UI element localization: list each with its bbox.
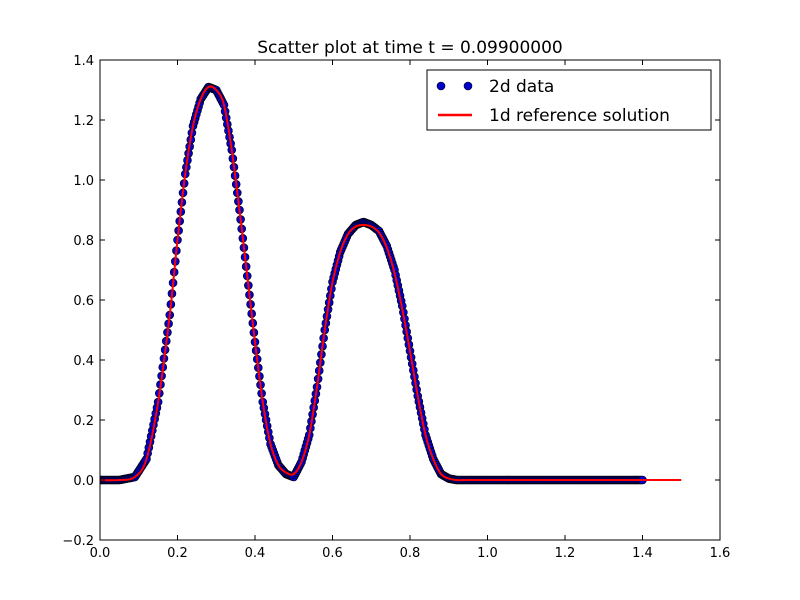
y-tick-label: −0.2	[62, 534, 94, 549]
legend-box	[426, 69, 712, 131]
x-tick-label: 1.2	[555, 546, 576, 561]
x-tick-label: 1.6	[710, 546, 731, 561]
y-axis: −0.2 0.0 0.2 0.4 0.6 0.8 1.0 1.2 1.4	[62, 54, 720, 549]
y-tick-label: 1.2	[73, 114, 94, 129]
x-tick-label: 0.4	[245, 546, 266, 561]
plot-area	[99, 59, 721, 541]
x-tick-label: 0.6	[322, 546, 343, 561]
series-2d-data	[100, 82, 647, 485]
legend-label-1d-reference-solution: 1d reference solution	[489, 106, 670, 126]
y-tick-label: 0.0	[73, 474, 94, 489]
x-tick-label: 0.8	[400, 546, 421, 561]
legend-marker-2d-data	[463, 81, 473, 91]
legend-marker-2d-data	[436, 81, 446, 91]
x-tick-label: 0.0	[90, 546, 111, 561]
legend-label-2d-data: 2d data	[489, 77, 554, 97]
y-tick-label: 0.4	[73, 354, 94, 369]
x-tick-label: 0.2	[167, 546, 188, 561]
y-tick-label: 1.0	[73, 174, 94, 189]
y-tick-label: 0.8	[73, 234, 94, 249]
legend: 2d data 1d reference solution	[426, 69, 712, 131]
y-tick-label: 1.4	[73, 54, 94, 69]
y-tick-label: 0.2	[73, 414, 94, 429]
series-1d-reference-solution	[99, 85, 682, 482]
x-axis: 0.0 0.2 0.4 0.6 0.8 1.0 1.2 1.4 1.6	[90, 60, 731, 561]
x-tick-label: 1.0	[477, 546, 498, 561]
x-tick-label: 1.4	[632, 546, 653, 561]
y-tick-label: 0.6	[73, 294, 94, 309]
chart-title: Scatter plot at time t = 0.09900000	[257, 38, 563, 58]
